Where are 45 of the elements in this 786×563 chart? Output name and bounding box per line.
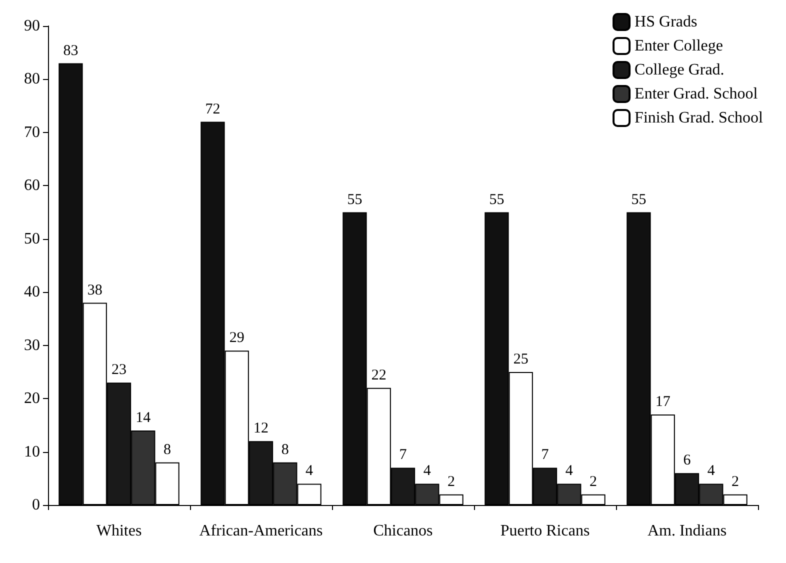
data-label: 55 <box>347 192 362 208</box>
data-label: 14 <box>136 410 152 426</box>
data-label: 38 <box>87 282 102 298</box>
legend-label: College Grad. <box>634 62 724 78</box>
x-tick-label: African-Americans <box>199 522 323 540</box>
data-label: 55 <box>489 192 504 208</box>
x-tick-label: Chicanos <box>373 522 433 540</box>
legend-label: Enter College <box>634 38 723 54</box>
y-tick-label: 20 <box>24 390 40 408</box>
x-tick-label: Puerto Ricans <box>500 522 590 540</box>
data-label: 4 <box>306 463 314 480</box>
y-tick-label: 10 <box>24 443 40 460</box>
legend-label: HS Grads <box>634 14 698 30</box>
data-label: 4 <box>565 463 574 480</box>
data-label: 12 <box>254 420 268 437</box>
data-label: 6 <box>683 452 692 469</box>
data-label: 7 <box>399 447 408 464</box>
y-tick-label: 50 <box>24 230 40 248</box>
data-label: 23 <box>112 362 126 378</box>
data-label: 83 <box>63 42 78 59</box>
y-tick-label: 0 <box>32 496 40 514</box>
data-label: 7 <box>541 447 550 464</box>
y-tick-label: 80 <box>24 70 40 88</box>
y-tick-label: 60 <box>24 177 40 194</box>
data-label: 29 <box>229 330 244 346</box>
x-tick-label: Am. Indians <box>647 522 727 540</box>
data-label: 8 <box>281 442 289 458</box>
data-label: 25 <box>513 351 528 368</box>
data-label: 22 <box>371 367 386 384</box>
data-label: 8 <box>164 442 172 458</box>
data-label: 2 <box>732 474 740 490</box>
data-label: 55 <box>631 192 646 208</box>
data-label: 72 <box>205 101 220 118</box>
y-tick-label: 90 <box>24 18 40 34</box>
x-tick-label: Whites <box>96 522 142 540</box>
data-label: 2 <box>590 474 598 490</box>
y-tick-label: 40 <box>24 284 40 301</box>
legend-label: Finish Grad. School <box>634 110 764 126</box>
y-tick-label: 70 <box>24 124 40 141</box>
data-label: 4 <box>423 463 432 480</box>
data-label: 17 <box>655 394 671 410</box>
data-label: 4 <box>707 463 716 480</box>
legend-label: Enter Grad. School <box>634 86 758 102</box>
y-tick-label: 30 <box>24 336 40 354</box>
data-label: 2 <box>448 474 456 490</box>
